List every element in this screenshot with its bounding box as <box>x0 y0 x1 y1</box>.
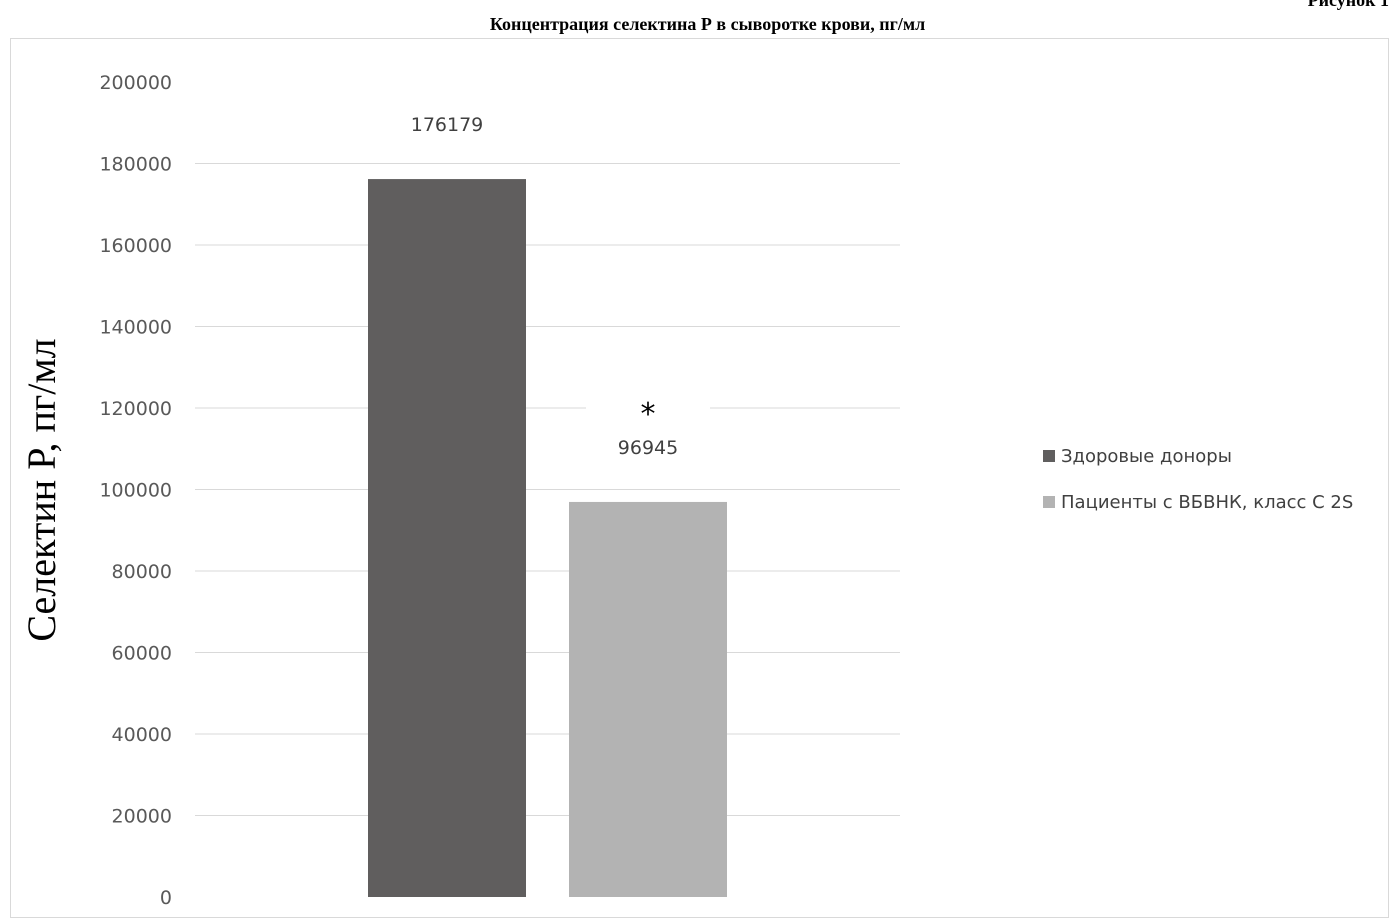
y-tick-label: 200000 <box>99 72 172 94</box>
y-tick-label: 180000 <box>99 154 172 176</box>
legend-swatch-icon <box>1043 496 1055 508</box>
figure-number: Рисунок 1 <box>1307 0 1389 10</box>
legend-label: Здоровые доноры <box>1061 445 1232 467</box>
y-tick-label: 80000 <box>112 561 172 583</box>
bar-series-1 <box>368 179 526 898</box>
y-tick-label: 160000 <box>99 235 172 257</box>
y-tick-label: 40000 <box>112 724 172 746</box>
y-tick-label: 120000 <box>99 398 172 420</box>
bars <box>368 179 727 898</box>
legend: Здоровые доноры Пациенты с ВБВНК, класс … <box>1043 444 1353 536</box>
y-tick-label: 20000 <box>112 806 172 828</box>
chart-title: Концентрация селектина Р в сыворотке кро… <box>489 14 926 34</box>
annotation-background <box>586 394 710 422</box>
data-label: 176179 <box>411 114 484 136</box>
data-labels: 176179 96945 * <box>411 114 710 459</box>
legend-item-series-2: Пациенты с ВБВНК, класс С 2S <box>1043 490 1353 514</box>
bar-series-2 <box>569 501 727 897</box>
legend-item-series-1: Здоровые доноры <box>1043 444 1353 468</box>
y-tick-label: 0 <box>160 887 172 909</box>
legend-label: Пациенты с ВБВНК, класс С 2S <box>1061 491 1354 513</box>
y-tick-label: 140000 <box>99 317 172 339</box>
y-tick-label: 100000 <box>99 480 172 502</box>
data-label: 96945 <box>618 437 678 459</box>
gridlines <box>195 163 900 816</box>
y-axis-title: Селектин Р, пг/мл <box>19 338 64 641</box>
significance-marker: * <box>641 397 656 432</box>
y-tick-label: 60000 <box>112 643 172 665</box>
legend-swatch-icon <box>1043 450 1055 462</box>
y-axis-ticks: 0 20000 40000 60000 80000 100000 120000 140000 1… <box>99 72 172 909</box>
